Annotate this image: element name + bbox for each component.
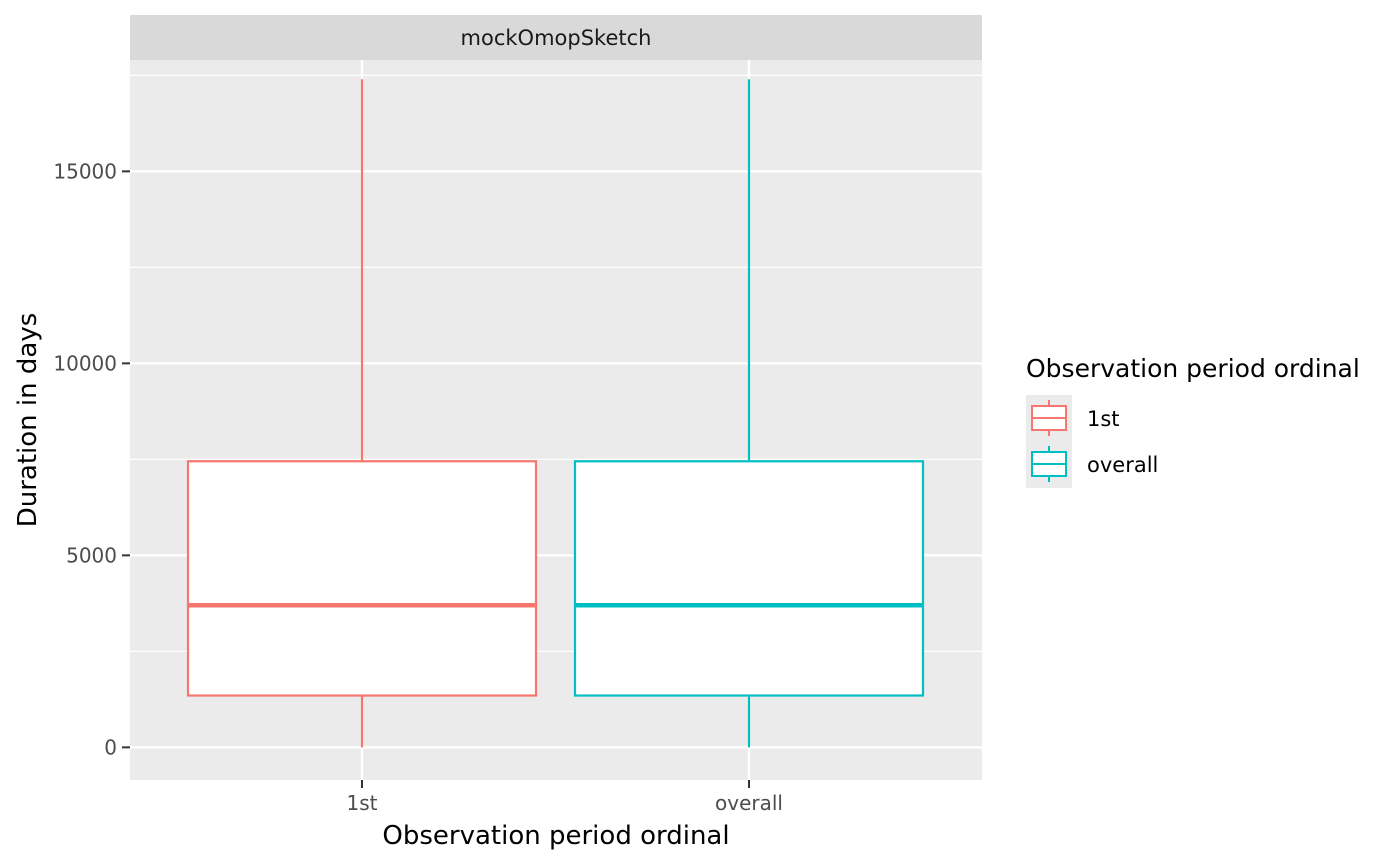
- legend-key-overall: [1031, 446, 1067, 482]
- x-axis: 1st overall: [347, 780, 783, 815]
- x-axis-title: Observation period ordinal: [382, 821, 729, 851]
- boxes: [186, 79, 925, 748]
- x-tick-label: 1st: [347, 791, 378, 815]
- y-axis-title: Duration in days: [13, 313, 43, 528]
- facet-strip: [130, 15, 982, 60]
- y-axis: 0 5000 10000 15000: [53, 159, 130, 759]
- legend-label: 1st: [1087, 407, 1120, 431]
- x-tick-label: overall: [715, 791, 783, 815]
- facet-strip-label: mockOmopSketch: [461, 26, 652, 50]
- legend-title: Observation period ordinal: [1026, 354, 1360, 383]
- legend-key-1st: [1031, 400, 1067, 436]
- legend: Observation period ordinal 1st overall: [1026, 354, 1360, 488]
- box-body: [186, 460, 538, 697]
- box-1st: [186, 79, 538, 748]
- y-tick-label: 0: [104, 735, 117, 759]
- y-tick-label: 5000: [66, 543, 117, 567]
- y-tick-label: 10000: [53, 351, 117, 375]
- y-tick-label: 15000: [53, 159, 117, 183]
- box-overall: [573, 79, 925, 748]
- box-body: [573, 460, 925, 697]
- legend-label: overall: [1087, 453, 1158, 477]
